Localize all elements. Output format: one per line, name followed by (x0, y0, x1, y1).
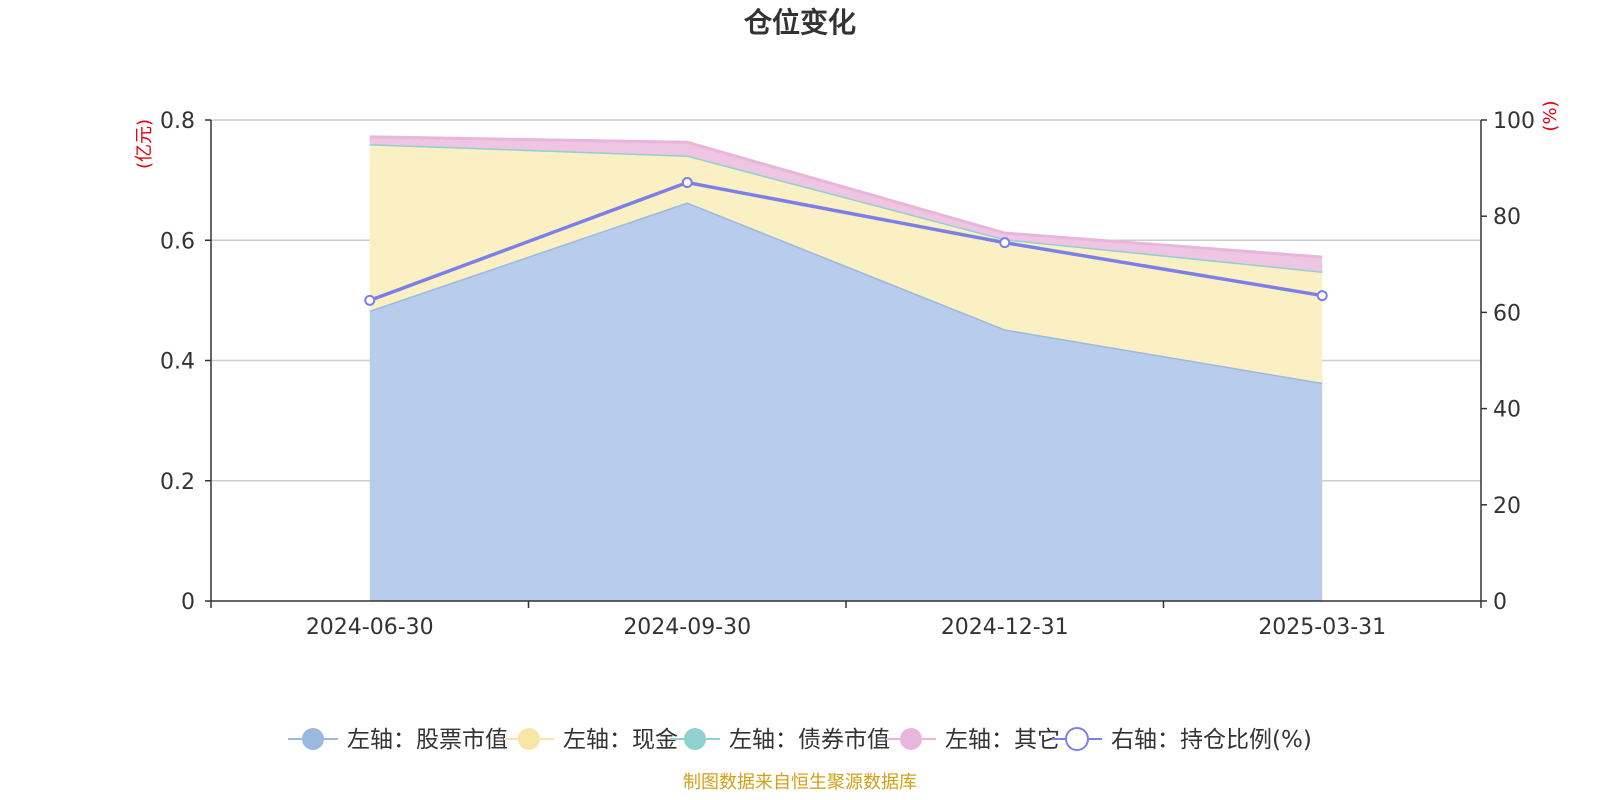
chart-title: 仓位变化 (744, 6, 856, 39)
left-axis-tick-label: 0 (181, 590, 195, 615)
right-axis-tick-label: 60 (1493, 301, 1521, 326)
right-axis-tick-label: 100 (1493, 109, 1535, 134)
area-左轴：现金 (369, 144, 1323, 383)
legend-marker (684, 728, 706, 750)
x-axis-tick-label: 2024-12-31 (941, 615, 1069, 640)
left-axis-tick-label: 0.2 (160, 470, 195, 495)
line-point (1316, 290, 1328, 302)
area-左轴：股票市值 (369, 202, 1323, 601)
line-point (364, 294, 376, 306)
x-axis-tick-label: 2024-09-30 (623, 615, 751, 640)
area-edge-左轴：其它 (369, 135, 1323, 259)
left-axis-unit: (亿元) (134, 119, 155, 169)
x-axis-tick-label: 2025-03-31 (1258, 615, 1386, 640)
right-axis-tick-label: 40 (1493, 398, 1521, 423)
legend-marker (900, 728, 922, 750)
legend-item: 左轴：债券市值 (670, 727, 890, 753)
legend-item: 右轴：持仓比例(%) (1052, 727, 1312, 753)
legend-label: 左轴：其它 (945, 727, 1060, 753)
legend-label: 左轴：现金 (563, 727, 678, 753)
legend-label: 右轴：持仓比例(%) (1111, 727, 1312, 753)
line-point (999, 237, 1011, 249)
axes: 0 0.2 0.4 0.6 0.8 0 20 40 60 80 100 2024-06-30 2024-… (160, 109, 1535, 640)
area-左轴：其它 (369, 136, 1323, 272)
area-series (369, 135, 1323, 601)
ratio-line-series (364, 177, 1328, 306)
legend-item: 左轴：现金 (504, 727, 678, 753)
legend: 左轴：股票市值 左轴：现金 左轴：债券市值 左轴：其它 右轴：持仓比例(%) (288, 727, 1312, 753)
left-axis-tick-label: 0.4 (160, 350, 195, 375)
left-axis-tick-label: 0.8 (160, 109, 195, 134)
legend-label: 左轴：债券市值 (729, 727, 890, 753)
left-axis-tick-label: 0.6 (160, 229, 195, 254)
legend-marker (302, 728, 324, 750)
x-axis-tick-label: 2024-06-30 (306, 615, 434, 640)
legend-marker (1065, 727, 1089, 751)
right-axis-tick-label: 0 (1493, 590, 1507, 615)
line-point (681, 177, 693, 189)
legend-marker (518, 728, 540, 750)
line-右轴：持仓比例(%) (369, 180, 1323, 303)
right-axis-tick-label: 20 (1493, 494, 1521, 519)
source-note: 制图数据来自恒生聚源数据库 (683, 772, 917, 793)
legend-item: 左轴：其它 (886, 727, 1060, 753)
right-axis-tick-label: 80 (1493, 205, 1521, 230)
right-axis-unit: (%) (1540, 100, 1561, 131)
legend-label: 左轴：股票市值 (347, 727, 508, 753)
legend-item: 左轴：股票市值 (288, 727, 508, 753)
